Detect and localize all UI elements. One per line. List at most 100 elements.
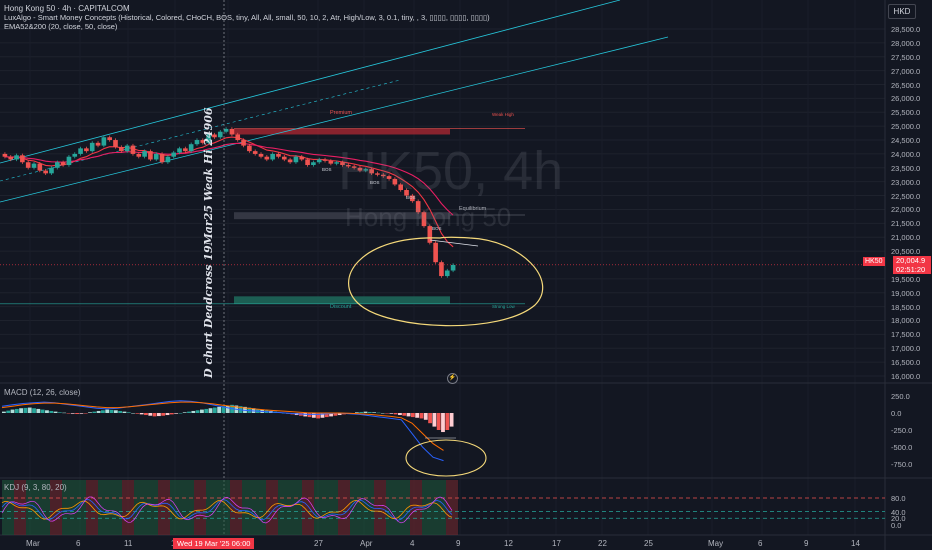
last-price-symbol: HK50: [863, 257, 885, 266]
ema-indicator-legend[interactable]: EMA52&200 (20, close, 50, close): [4, 22, 118, 31]
price-axis-label: 26,000.0: [891, 94, 921, 104]
macd-histogram-bar: [92, 411, 97, 413]
price-axis-label: 19,500.0: [891, 274, 921, 284]
macd-histogram-bar: [6, 410, 11, 413]
candle-body: [72, 153, 78, 157]
kdj-background-band: [434, 480, 446, 535]
price-axis-label: 21,500.0: [891, 219, 921, 229]
macd-histogram-bar: [359, 411, 364, 413]
kdj-background-band: [206, 480, 218, 535]
macd-histogram-bar: [402, 413, 407, 416]
macd-histogram-bar: [45, 410, 49, 413]
user-drawings: [348, 236, 544, 477]
macd-histogram-bar: [40, 409, 45, 413]
macd-histogram-bar: [23, 407, 28, 413]
macd-histogram-bar: [398, 413, 402, 416]
macd-histogram-bar: [161, 413, 166, 416]
macd-histogram-bar: [436, 413, 441, 430]
kdj-background-band: [242, 480, 254, 535]
candle-body: [252, 151, 258, 154]
candle-body: [49, 167, 54, 174]
macd-histogram-bar: [385, 413, 389, 414]
kdj-background-band: [290, 480, 302, 535]
macd-histogram-bar: [324, 413, 329, 418]
candle-body: [14, 155, 19, 160]
macd-histogram-bar: [14, 408, 19, 413]
price-axis-label: 23,000.0: [891, 177, 921, 187]
macd-histogram-bar: [19, 408, 24, 413]
replay-icon[interactable]: ⚡: [447, 373, 458, 384]
candle-body: [177, 148, 182, 153]
last-price-value: 20,004.9 02:51:20: [893, 256, 931, 274]
macd-histogram-bar: [187, 411, 191, 413]
currency-button[interactable]: HKD: [888, 4, 916, 19]
macd-histogram-bar: [354, 412, 359, 413]
macd-highlight-ellipse: [405, 439, 487, 477]
macd-histogram-bar: [204, 408, 209, 413]
candle-body: [171, 152, 177, 157]
price-axis-label: 17,000.0: [891, 344, 921, 354]
kdj-background-band: [170, 480, 182, 535]
kdj-background-band: [62, 480, 74, 535]
price-axis-label: 28,000.0: [891, 38, 921, 48]
price-axis-label: 27,000.0: [891, 66, 921, 76]
macd-histogram-bar: [32, 408, 36, 413]
candle-body: [287, 159, 293, 163]
kdj-legend[interactable]: KDJ (9, 3, 80, 20): [4, 483, 67, 492]
price-axis-label: 24,500.0: [891, 136, 921, 146]
smc-indicator-legend[interactable]: LuxAlgo - Smart Money Concepts (Historic…: [4, 13, 490, 22]
candle-body: [421, 212, 427, 227]
bos-label: BOS: [432, 226, 442, 231]
macd-histogram-bar: [428, 413, 432, 424]
discount-zone: [234, 296, 450, 304]
handwritten-annotation[interactable]: D chart Deadcross 19Mar25 Weak Hi 24906: [202, 107, 215, 378]
candle-body: [450, 264, 456, 271]
highlight-ellipse: [348, 236, 544, 327]
time-axis-label: 9: [456, 539, 461, 548]
kdj-background-band: [374, 480, 386, 535]
macd-histogram-bar: [311, 413, 316, 418]
kdj-background-band: [362, 480, 374, 535]
candle-body: [427, 226, 433, 243]
macd-histogram-bar: [49, 410, 54, 413]
price-axis-label: 17,500.0: [891, 330, 921, 340]
macd-legend[interactable]: MACD (12, 26, close): [4, 388, 81, 397]
candle-body: [264, 156, 270, 160]
candle-body: [369, 169, 374, 174]
kdj-k-line: [1, 499, 453, 521]
macd-histogram-bar: [221, 406, 226, 413]
kdj-background-band: [86, 480, 98, 535]
macd-histogram-bar: [367, 411, 372, 413]
kdj-background-band: [446, 480, 458, 535]
macd-histogram-bar: [156, 413, 161, 417]
macd-histogram-bar: [57, 412, 62, 413]
macd-histogram-bar: [208, 408, 213, 413]
kdj-background-band: [122, 480, 134, 535]
price-axis-label: 22,000.0: [891, 205, 921, 215]
bos-label: BOS: [370, 180, 380, 185]
candle-body: [392, 178, 398, 185]
candle-body: [130, 145, 136, 154]
kdj-background-band: [194, 480, 206, 535]
macd-histogram-bar: [75, 413, 79, 415]
kdj-background-band: [302, 480, 314, 535]
kdj-axis-label: 40.0: [891, 507, 906, 517]
macd-axis-label: 0.0: [891, 409, 902, 418]
macd-histogram-bar: [389, 413, 394, 414]
candle-body: [398, 184, 404, 191]
candle-body: [206, 134, 211, 143]
candle-body: [305, 159, 310, 166]
macd-histogram-bar: [113, 410, 118, 413]
macd-histogram-bar: [144, 413, 148, 416]
kdj-axis-label: 0.0: [891, 521, 902, 530]
macd-histogram-bar: [410, 413, 415, 418]
macd-histogram-bar: [96, 410, 101, 413]
macd-line: [1, 400, 444, 462]
macd-histogram-bar: [122, 411, 127, 413]
kdj-d-line: [1, 499, 453, 520]
kdj-background-band: [254, 480, 266, 535]
symbol-legend[interactable]: Hong Kong 50 · 4h · CAPITALCOM: [4, 4, 130, 13]
ema-fast-line: [4, 136, 454, 248]
kdj-background-band: [314, 480, 326, 535]
